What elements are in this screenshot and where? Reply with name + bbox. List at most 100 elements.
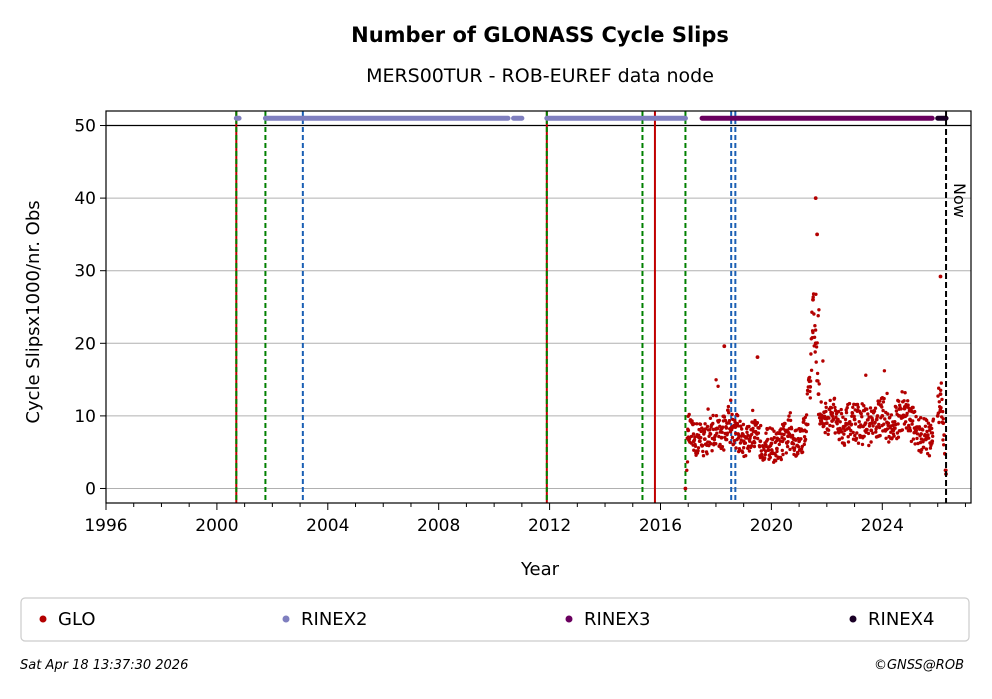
glo-point [749, 444, 754, 448]
glo-point [835, 422, 839, 426]
glo-point [802, 428, 807, 433]
glo-point [855, 431, 859, 435]
glo-point [882, 396, 886, 401]
glo-point [751, 426, 755, 431]
glo-point [924, 435, 929, 440]
glo-point [818, 422, 822, 426]
glo-point [900, 428, 905, 432]
glo-point [730, 435, 735, 440]
glo-point [725, 421, 729, 425]
glo-point [686, 428, 691, 433]
glo-point [824, 421, 829, 425]
glo-point [870, 418, 875, 422]
glo-point [744, 454, 748, 458]
glo-point [897, 399, 901, 403]
glo-point [788, 418, 793, 423]
glo-point [838, 420, 842, 424]
glo-point [851, 405, 855, 409]
glo-point [889, 430, 893, 434]
glo-point [702, 437, 707, 441]
legend-marker [565, 615, 573, 623]
glo-point [752, 444, 757, 449]
glo-point [868, 406, 873, 410]
glo-point [880, 405, 884, 409]
glo-point [941, 417, 945, 421]
glo-point [929, 423, 933, 427]
glo-point [802, 418, 806, 423]
glo-point [846, 440, 851, 444]
glo-point [873, 420, 877, 425]
glo-point [698, 422, 703, 426]
glo-point [727, 419, 732, 423]
glo-point [893, 420, 897, 424]
glo-point [797, 439, 801, 444]
glo-point [851, 430, 855, 435]
glo-point [899, 407, 903, 411]
glo-point [891, 423, 895, 427]
glo-point [830, 411, 835, 415]
glo-point [796, 451, 800, 456]
glo-point [819, 400, 823, 404]
glo-point [757, 426, 761, 430]
glo-point [704, 427, 708, 431]
glo-point [714, 442, 718, 446]
glo-point [692, 448, 696, 452]
glo-point [855, 402, 860, 407]
y-tick-label: 0 [85, 479, 96, 499]
glo-point [843, 417, 848, 422]
glo-point [693, 435, 697, 439]
glo-point [828, 423, 832, 428]
glo-point [738, 441, 743, 445]
legend-label: RINEX3 [584, 609, 650, 630]
glo-point [905, 411, 909, 416]
glo-point [889, 413, 894, 417]
glo-point [755, 421, 760, 425]
glo-point [787, 414, 791, 418]
glo-point [767, 448, 771, 452]
glo-point [763, 456, 767, 460]
glo-point [841, 424, 846, 429]
glo-point [911, 405, 915, 410]
glo-point [690, 419, 694, 423]
glo-point [877, 422, 881, 427]
glo-point [816, 314, 820, 318]
y-tick-label: 10 [74, 407, 96, 427]
glo-point [832, 396, 837, 400]
glo-point [823, 430, 827, 435]
glo-point [691, 432, 696, 436]
glo-point [853, 433, 857, 438]
glo-point [756, 431, 761, 435]
glo-point [900, 390, 904, 394]
glo-point [836, 417, 840, 422]
glo-point [908, 429, 913, 433]
glo-point [738, 419, 742, 423]
glo-point [717, 418, 722, 423]
glo-point [700, 443, 705, 448]
glo-point [751, 408, 755, 413]
glo-point [791, 442, 796, 446]
glo-point [849, 428, 853, 433]
legend-label: RINEX4 [868, 609, 934, 630]
glo-point [745, 430, 749, 434]
glo-point [736, 424, 740, 428]
glo-point [869, 428, 874, 433]
glo-point [926, 433, 930, 437]
glo-point [813, 324, 817, 328]
glo-point [888, 415, 892, 420]
glo-point [940, 397, 944, 402]
glo-point [836, 409, 841, 414]
glo-point [906, 403, 910, 407]
glo-point [872, 409, 877, 413]
glo-point [871, 424, 875, 428]
glo-point [809, 368, 814, 372]
glo-point [729, 398, 733, 402]
glo-point [833, 431, 837, 435]
glo-point [845, 406, 849, 410]
glo-point [823, 401, 828, 405]
glo-point [805, 392, 809, 396]
glo-point [925, 429, 929, 434]
glo-point [817, 308, 821, 312]
glo-point [856, 405, 860, 409]
glo-point [822, 410, 826, 415]
glo-point [714, 427, 718, 431]
